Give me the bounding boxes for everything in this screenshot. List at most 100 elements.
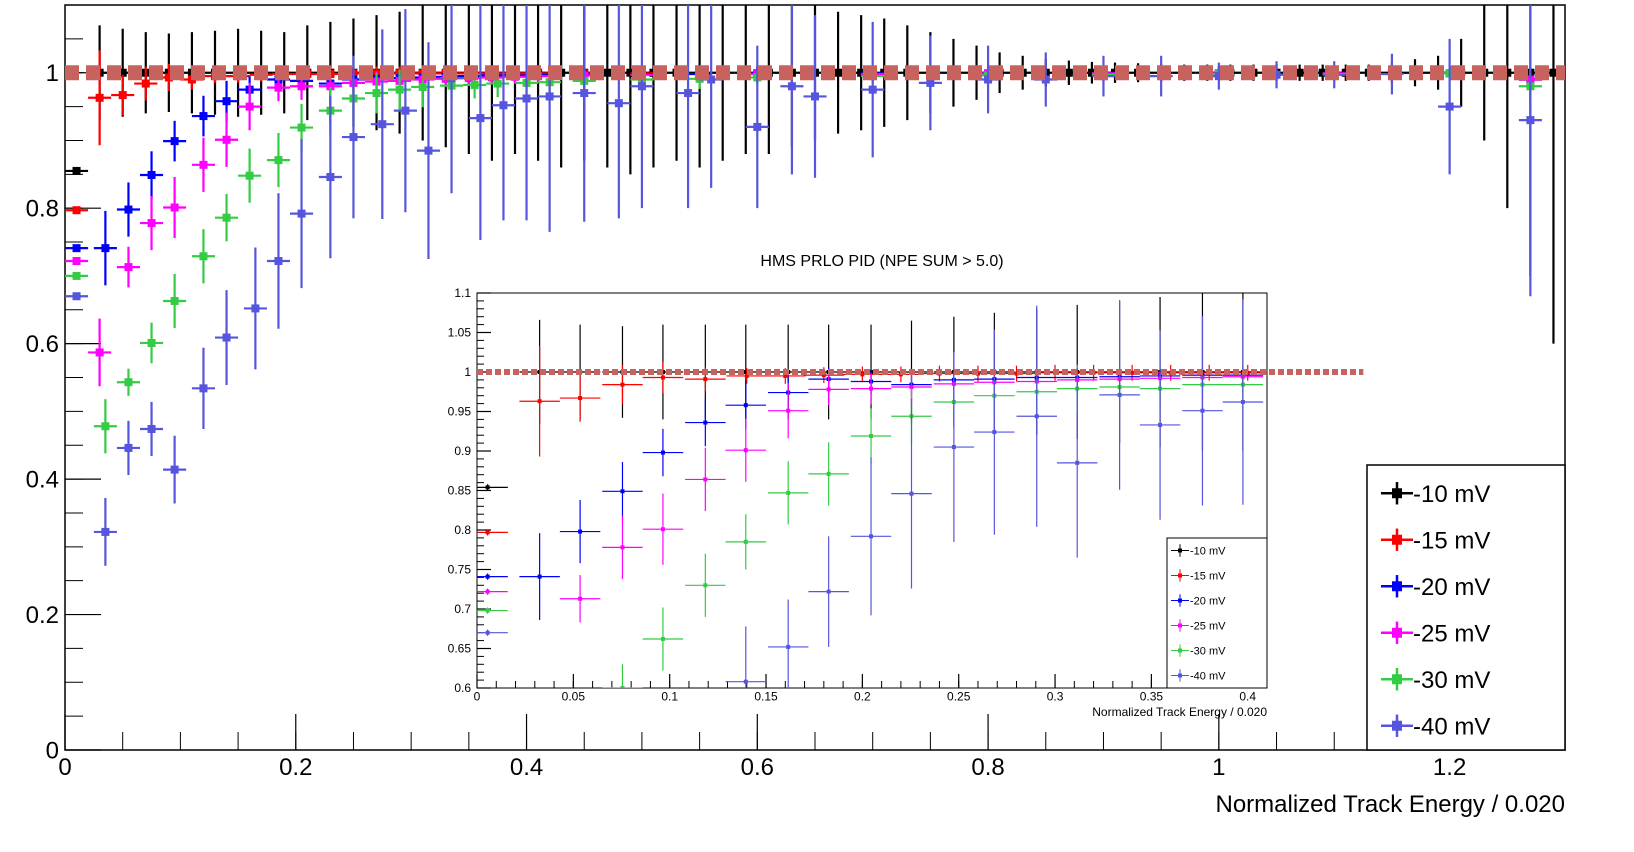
- legend-box: [1166, 537, 1268, 689]
- data-point: [703, 420, 708, 425]
- x-tick-label: 1.2: [1433, 754, 1466, 781]
- data-point: [703, 477, 708, 482]
- legend-marker: [1392, 674, 1402, 685]
- data-point: [118, 68, 127, 77]
- data-point: [1214, 72, 1223, 81]
- data-point: [170, 137, 179, 146]
- data-point: [222, 97, 231, 106]
- data-point: [1240, 400, 1245, 405]
- y-tick-label: 0.2: [26, 602, 59, 629]
- legend-label: -15 mV: [1190, 570, 1226, 582]
- x-tick-label: 0: [58, 754, 71, 781]
- data-point: [147, 170, 156, 179]
- data-point: [684, 89, 693, 98]
- data-point: [72, 271, 81, 280]
- y-tick-label: 0.8: [454, 523, 471, 537]
- data-point: [926, 78, 935, 87]
- data-point: [1034, 414, 1039, 419]
- legend-label: -40 mV: [1190, 670, 1226, 682]
- y-tick-label: 0.4: [26, 466, 59, 493]
- data-point: [378, 120, 387, 129]
- y-tick-label: 1.1: [454, 286, 471, 300]
- data-point: [522, 94, 531, 103]
- data-point: [147, 338, 156, 347]
- data-point: [72, 244, 81, 253]
- data-point: [297, 209, 306, 218]
- data-point: [707, 75, 716, 84]
- data-point: [164, 73, 173, 82]
- data-point: [485, 589, 490, 594]
- data-point: [274, 83, 283, 92]
- data-point: [101, 422, 110, 431]
- data-point: [860, 372, 865, 377]
- data-point: [660, 637, 665, 642]
- x-tick-label: 0.2: [854, 690, 871, 704]
- data-point: [485, 485, 490, 490]
- legend-box: [1366, 464, 1566, 751]
- data-point: [1526, 116, 1535, 125]
- y-tick-label: 0.6: [454, 681, 471, 695]
- y-tick-label: 0.6: [26, 331, 59, 358]
- data-point: [578, 596, 583, 601]
- legend-label: -15 mV: [1413, 527, 1490, 554]
- y-tick-label: 0: [46, 737, 59, 764]
- legend: -10 mV -15 mV -20 mV -25 mV -30 mV -40 mV: [1166, 537, 1268, 689]
- data-point: [101, 527, 110, 536]
- x-tick-label: 0.25: [947, 690, 971, 704]
- legend-marker: [1178, 673, 1182, 678]
- x-axis-label: Normalized Track Energy / 0.020: [1216, 791, 1566, 818]
- x-tick-label: 0: [474, 690, 481, 704]
- x-tick-label: 0.1: [661, 690, 678, 704]
- data-point: [909, 385, 914, 390]
- x-tick-label: 0.35: [1140, 690, 1164, 704]
- legend-marker: [1178, 548, 1182, 553]
- data-point: [326, 82, 335, 91]
- data-point: [147, 219, 156, 228]
- data-point: [1075, 460, 1080, 465]
- data-point: [1503, 68, 1512, 77]
- data-point: [620, 382, 625, 387]
- data-point: [620, 686, 625, 688]
- inset-plot: 0.6 0.65 0.7 0.75 0.8 0.85 0.9 0.95 1 1.05 1.1 0 0.0…: [448, 253, 1364, 719]
- x-tick-label: 0.8: [971, 754, 1004, 781]
- data-point: [1272, 70, 1281, 79]
- data-point: [614, 99, 623, 108]
- x-axis-label: Normalized Track Energy / 0.020: [1092, 705, 1267, 719]
- data-point: [1130, 370, 1135, 375]
- data-point: [869, 433, 874, 438]
- data-point: [199, 252, 208, 261]
- data-point: [992, 430, 997, 435]
- data-point: [743, 370, 748, 374]
- data-point: [395, 85, 404, 94]
- data-point: [170, 296, 179, 305]
- data-point: [537, 399, 542, 404]
- data-point: [251, 304, 260, 313]
- data-point: [72, 257, 81, 266]
- data-point: [743, 679, 748, 684]
- data-point: [821, 373, 826, 378]
- legend-marker: [1178, 573, 1182, 578]
- y-tick-label: 0.65: [448, 642, 472, 656]
- legend-marker: [1392, 627, 1402, 638]
- data-points: [65, 5, 1565, 566]
- data-point: [786, 408, 791, 413]
- data-point: [869, 534, 874, 539]
- data-point: [743, 448, 748, 453]
- data-point: [753, 122, 762, 131]
- data-point: [72, 206, 81, 215]
- x-tick-label: 0.4: [1239, 690, 1256, 704]
- data-point: [326, 173, 335, 182]
- data-point: [274, 156, 283, 165]
- data-point: [984, 75, 993, 84]
- y-tick-label: 0.75: [448, 563, 472, 577]
- main-plot: 0 0.2 0.4 0.6 0.8 1 0 0.2 0.4 0.6 0.8 1 1.2 Normalize…: [26, 4, 1566, 818]
- legend-marker: [1392, 534, 1402, 545]
- data-point: [786, 490, 791, 495]
- data-point: [349, 133, 358, 142]
- data-point: [485, 608, 490, 613]
- series-neg40mV: [65, 5, 1542, 566]
- data-point: [101, 244, 110, 253]
- data-point: [1549, 68, 1558, 77]
- data-point: [660, 375, 665, 380]
